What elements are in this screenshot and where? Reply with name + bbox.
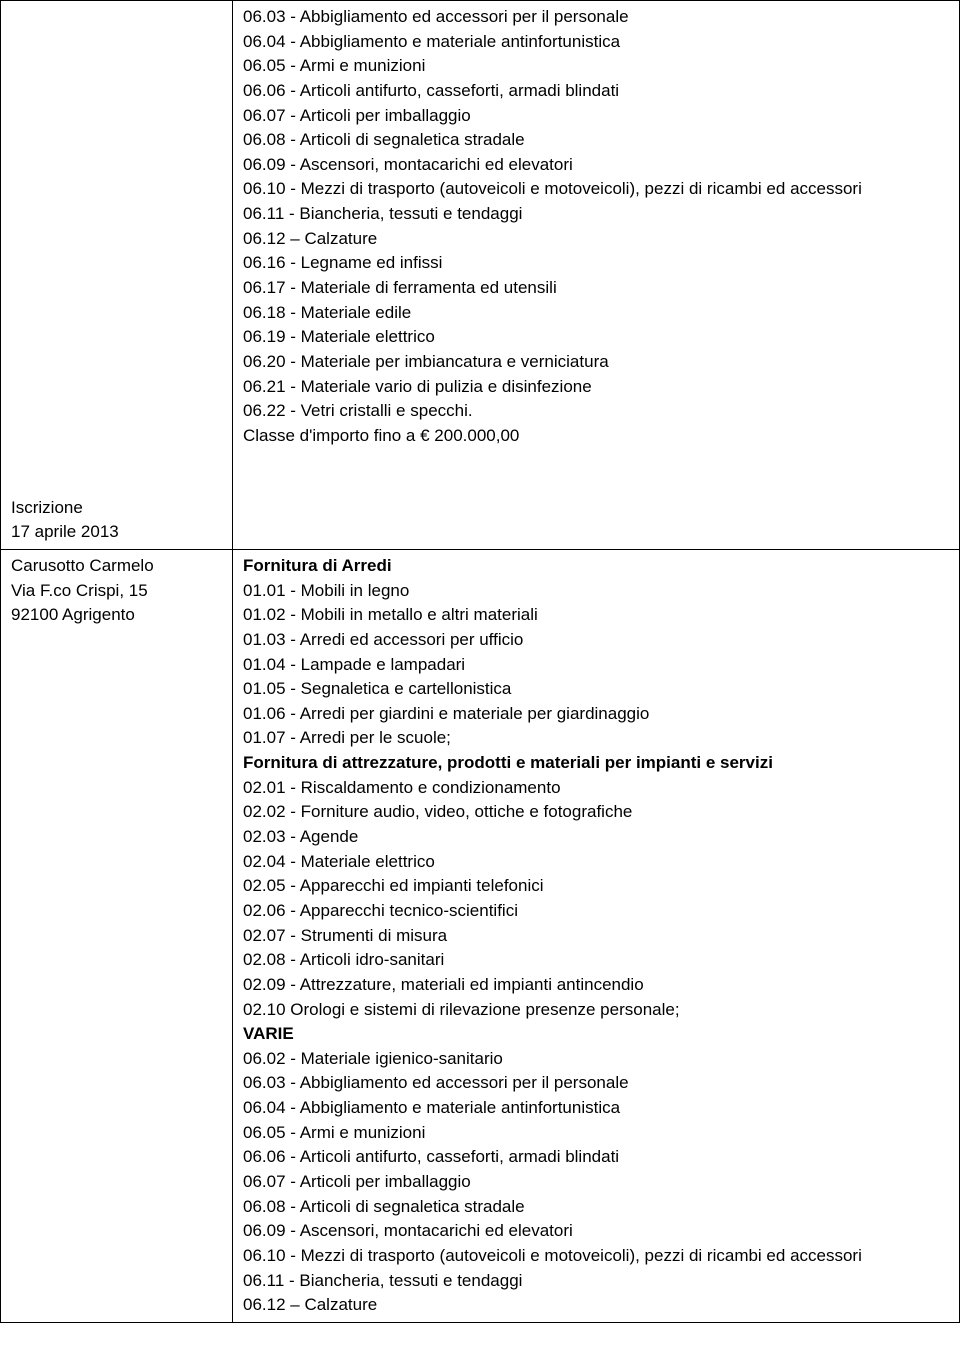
right-line: 02.02 - Forniture audio, video, ottiche …	[243, 800, 949, 825]
right-line: 06.11 - Biancheria, tessuti e tendaggi	[243, 202, 949, 227]
right-line: 06.05 - Armi e munizioni	[243, 54, 949, 79]
right-line: 06.16 - Legname ed infissi	[243, 251, 949, 276]
right-line: 06.04 - Abbigliamento e materiale antinf…	[243, 1096, 949, 1121]
right-cell: 06.03 - Abbigliamento ed accessori per i…	[233, 1, 960, 550]
right-line: 06.12 – Calzature	[243, 1293, 949, 1318]
document-table: Iscrizione17 aprile 2013 06.03 - Abbiglia…	[0, 0, 960, 1323]
table-body: Iscrizione17 aprile 2013 06.03 - Abbiglia…	[1, 1, 960, 1323]
left-cell: Iscrizione17 aprile 2013	[1, 1, 233, 550]
right-line: 06.05 - Armi e munizioni	[243, 1121, 949, 1146]
right-line: 06.20 - Materiale per imbiancatura e ver…	[243, 350, 949, 375]
right-line: 01.06 - Arredi per giardini e materiale …	[243, 702, 949, 727]
right-line: VARIE	[243, 1022, 949, 1047]
right-line: 06.10 - Mezzi di trasporto (autoveicoli …	[243, 177, 949, 202]
right-line: 01.02 - Mobili in metallo e altri materi…	[243, 603, 949, 628]
right-line: 06.07 - Articoli per imballaggio	[243, 104, 949, 129]
left-line: 17 aprile 2013	[11, 520, 222, 545]
right-line: 06.22 - Vetri cristalli e specchi.	[243, 399, 949, 424]
right-line: Classe d'importo fino a € 200.000,00	[243, 424, 949, 449]
right-line: 06.08 - Articoli di segnaletica stradale	[243, 128, 949, 153]
left-line: Iscrizione	[11, 496, 222, 521]
right-line: 06.07 - Articoli per imballaggio	[243, 1170, 949, 1195]
right-line: 02.03 - Agende	[243, 825, 949, 850]
right-line: 02.05 - Apparecchi ed impianti telefonic…	[243, 874, 949, 899]
right-line: Fornitura di Arredi	[243, 554, 949, 579]
right-line: 06.18 - Materiale edile	[243, 301, 949, 326]
right-line: 06.09 - Ascensori, montacarichi ed eleva…	[243, 153, 949, 178]
left-line: Carusotto Carmelo	[11, 554, 222, 579]
right-line: 06.10 - Mezzi di trasporto (autoveicoli …	[243, 1244, 949, 1269]
table-row: Carusotto CarmeloVia F.co Crispi, 159210…	[1, 550, 960, 1323]
right-line: 06.04 - Abbigliamento e materiale antinf…	[243, 30, 949, 55]
right-line: 01.01 - Mobili in legno	[243, 579, 949, 604]
right-line: 02.06 - Apparecchi tecnico-scientifici	[243, 899, 949, 924]
right-line: 02.04 - Materiale elettrico	[243, 850, 949, 875]
right-line: 06.02 - Materiale igienico-sanitario	[243, 1047, 949, 1072]
right-line: 02.07 - Strumenti di misura	[243, 924, 949, 949]
table-row: Iscrizione17 aprile 2013 06.03 - Abbiglia…	[1, 1, 960, 550]
right-cell: Fornitura di Arredi01.01 - Mobili in leg…	[233, 550, 960, 1323]
right-line: 01.07 - Arredi per le scuole;	[243, 726, 949, 751]
right-line: 02.08 - Articoli idro-sanitari	[243, 948, 949, 973]
right-line: 06.06 - Articoli antifurto, casseforti, …	[243, 79, 949, 104]
right-line: Fornitura di attrezzature, prodotti e ma…	[243, 751, 949, 776]
right-line: 01.05 - Segnaletica e cartellonistica	[243, 677, 949, 702]
right-line: 06.03 - Abbigliamento ed accessori per i…	[243, 5, 949, 30]
right-line: 01.04 - Lampade e lampadari	[243, 653, 949, 678]
right-line: 06.06 - Articoli antifurto, casseforti, …	[243, 1145, 949, 1170]
left-line: 92100 Agrigento	[11, 603, 222, 628]
right-line: 02.09 - Attrezzature, materiali ed impia…	[243, 973, 949, 998]
left-inner: Iscrizione17 aprile 2013	[11, 5, 222, 545]
right-line: 06.11 - Biancheria, tessuti e tendaggi	[243, 1269, 949, 1294]
right-line: 01.03 - Arredi ed accessori per ufficio	[243, 628, 949, 653]
right-line: 06.17 - Materiale di ferramenta ed utens…	[243, 276, 949, 301]
right-line: 06.12 – Calzature	[243, 227, 949, 252]
right-line: 02.10 Orologi e sistemi di rilevazione p…	[243, 998, 949, 1023]
left-line: Via F.co Crispi, 15	[11, 579, 222, 604]
right-line: 06.19 - Materiale elettrico	[243, 325, 949, 350]
right-line: 02.01 - Riscaldamento e condizionamento	[243, 776, 949, 801]
right-line: 06.21 - Materiale vario di pulizia e dis…	[243, 375, 949, 400]
left-cell: Carusotto CarmeloVia F.co Crispi, 159210…	[1, 550, 233, 1323]
right-line: 06.03 - Abbigliamento ed accessori per i…	[243, 1071, 949, 1096]
right-line: 06.08 - Articoli di segnaletica stradale	[243, 1195, 949, 1220]
right-line: 06.09 - Ascensori, montacarichi ed eleva…	[243, 1219, 949, 1244]
